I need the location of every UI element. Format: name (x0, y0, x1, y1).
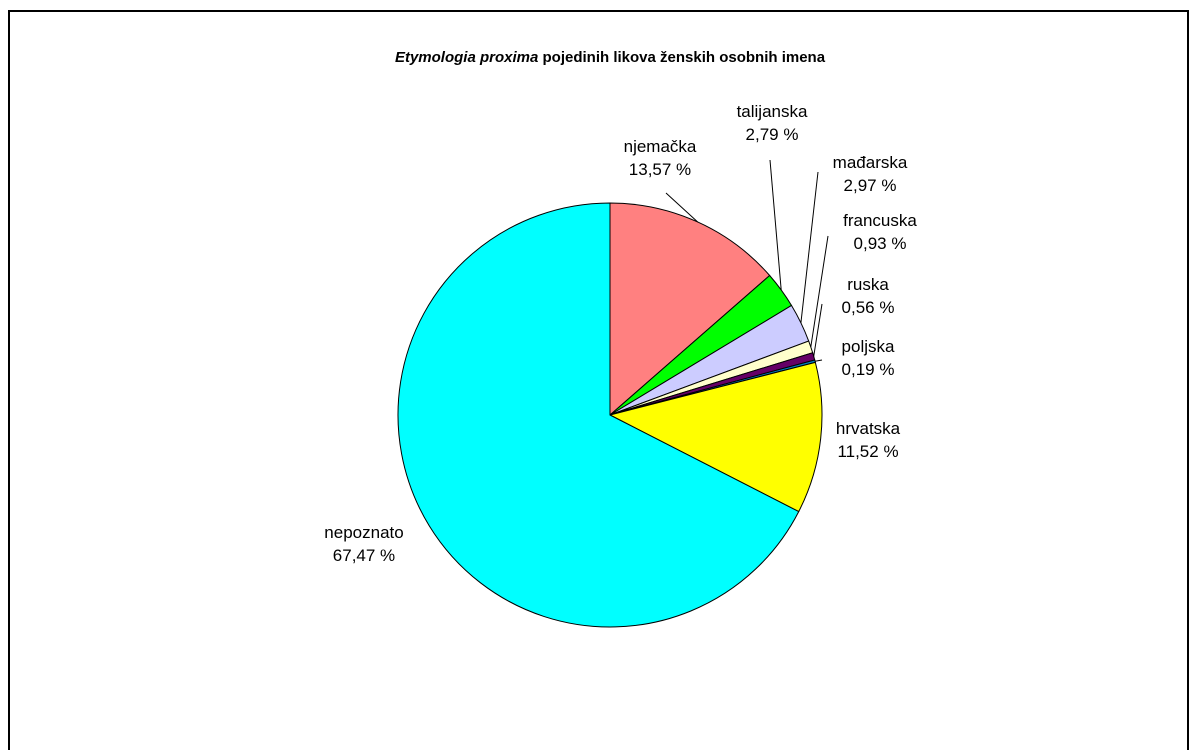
slice-value-1: 2,79 % (746, 125, 799, 144)
leader-line-4 (813, 303, 823, 357)
slice-value-7: 67,47 % (333, 546, 395, 565)
slice-label-3: francuska (843, 211, 917, 230)
slice-label-5: poljska (842, 337, 895, 356)
slice-value-0: 13,57 % (629, 160, 691, 179)
slice-value-2: 2,97 % (844, 176, 897, 195)
slice-labels: njemačka 13,57 % talijanska 2,79 % mađarska 2… (324, 102, 917, 565)
leader-line-0 (665, 192, 699, 223)
leader-line-5 (815, 359, 823, 362)
slice-label-6: hrvatska (836, 419, 901, 438)
chart-title-rest: pojedinih likova ženskih osobnih imena (538, 49, 825, 66)
leader-lines (665, 159, 829, 362)
slice-label-1: talijanska (737, 102, 808, 121)
pie-slice-7 (397, 202, 800, 628)
slice-value-5: 0,19 % (842, 360, 895, 379)
slice-value-3: 0,93 % (854, 234, 907, 253)
leader-line-3 (810, 235, 829, 347)
chart-title-italic: Etymologia proxima (395, 49, 538, 66)
chart-title: Etymologia proxima pojedinih likova žens… (395, 49, 826, 66)
slice-value-6: 11,52 % (837, 442, 898, 461)
slice-label-4: ruska (847, 275, 889, 294)
pie-slices (397, 202, 823, 628)
slice-label-7: nepoznato (324, 523, 403, 542)
leader-line-2 (800, 171, 819, 323)
slice-label-0: njemačka (624, 137, 697, 156)
pie-slice-6 (608, 361, 823, 513)
slice-value-4: 0,56 % (842, 298, 895, 317)
leader-line-1 (769, 159, 782, 291)
slice-label-2: mađarska (833, 153, 908, 172)
